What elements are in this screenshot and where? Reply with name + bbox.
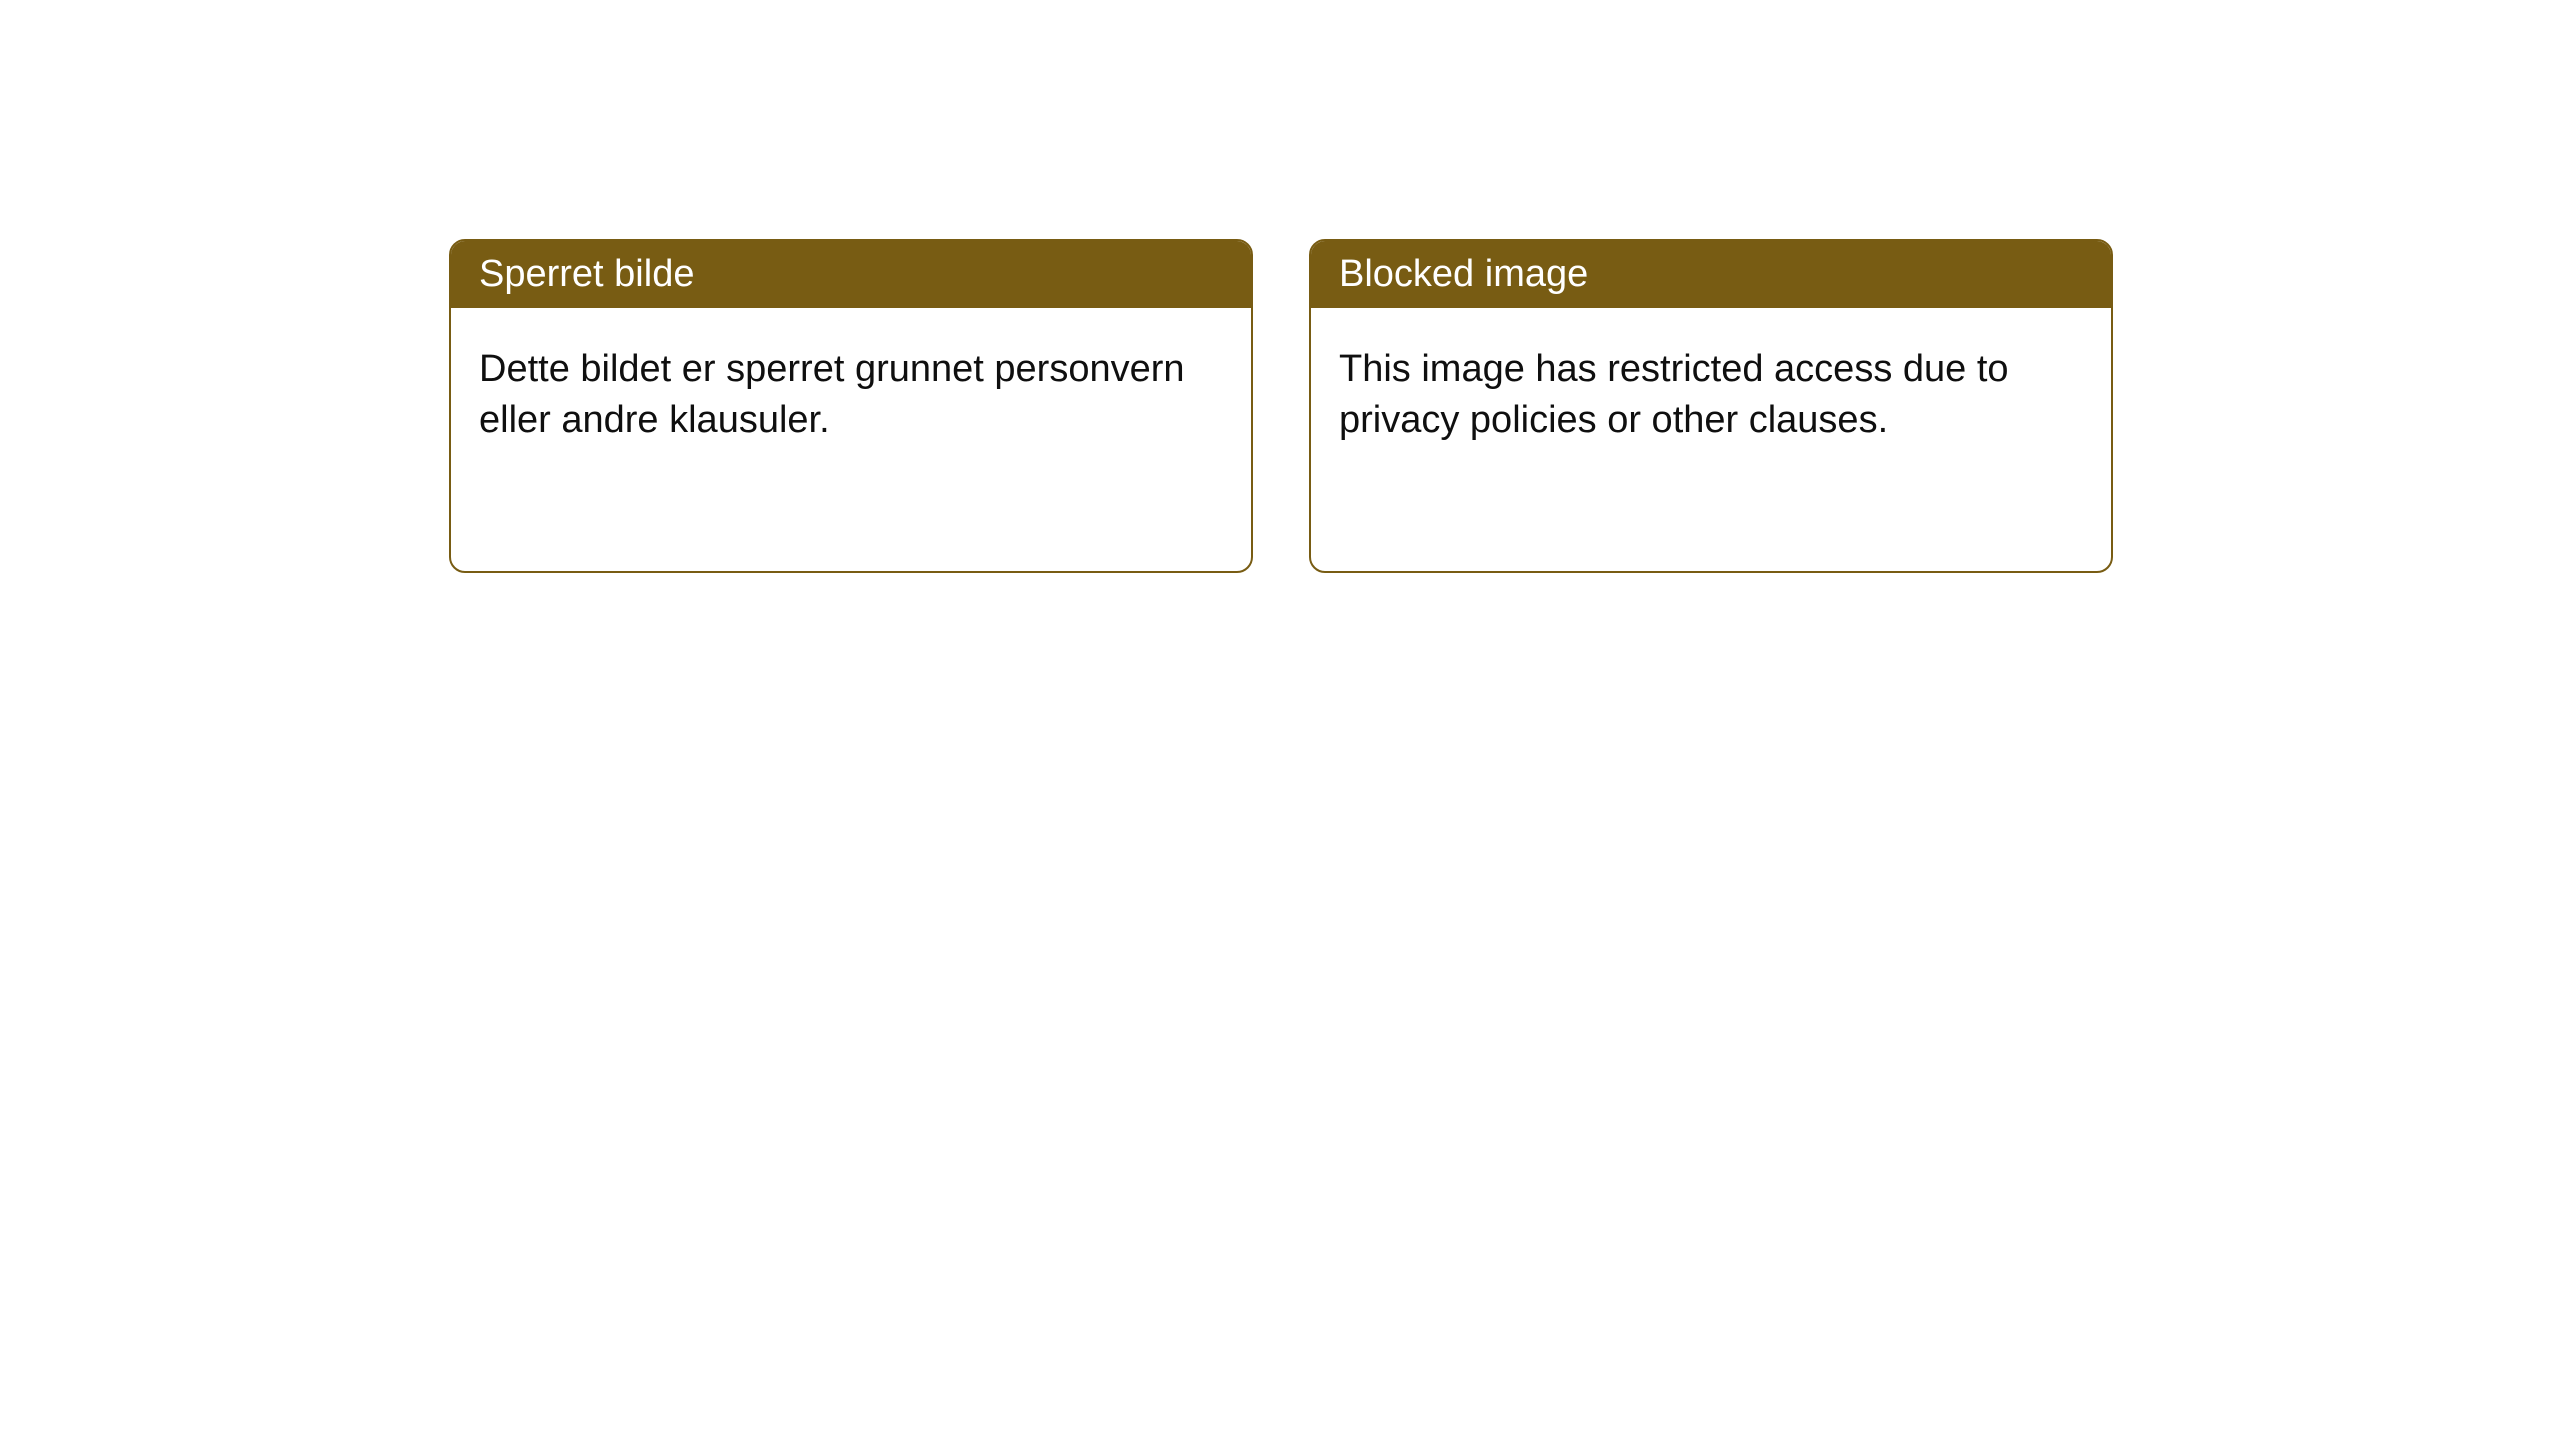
card-body-no: Dette bildet er sperret grunnet personve… [451,308,1251,483]
blocked-image-card-no: Sperret bilde Dette bildet er sperret gr… [449,239,1253,573]
card-header-en: Blocked image [1311,241,2111,308]
card-body-en: This image has restricted access due to … [1311,308,2111,483]
card-header-no: Sperret bilde [451,241,1251,308]
notice-container: Sperret bilde Dette bildet er sperret gr… [0,0,2560,573]
blocked-image-card-en: Blocked image This image has restricted … [1309,239,2113,573]
